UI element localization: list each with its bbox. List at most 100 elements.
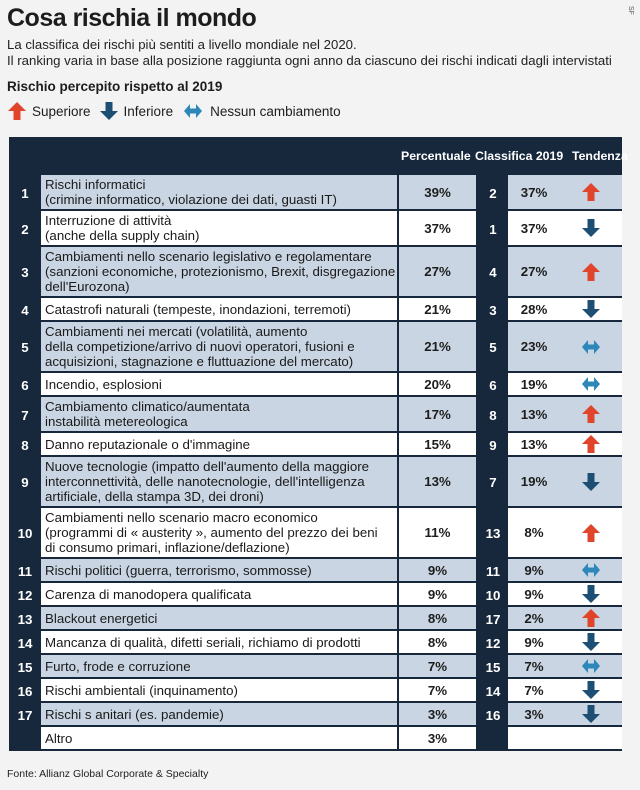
risk-label: Blackout energetici [45, 610, 158, 626]
percent-2019-cell: 37% [508, 211, 560, 247]
arrow-down-icon [582, 300, 600, 318]
rank-cell: 3 [9, 247, 41, 298]
arrow-down-icon [582, 633, 600, 651]
legend: Superiore Inferiore Nessun cambiamento [7, 101, 349, 121]
percent-cell: 9% [399, 583, 476, 607]
risk-label: Carenza di manodopera qualificata [45, 586, 252, 602]
table-row: 7 Cambiamento climatico/aumentata instabi… [9, 397, 622, 433]
arrow-down-icon [582, 681, 600, 699]
trend-cell [560, 397, 622, 433]
percent-2019-cell: 7% [508, 655, 560, 679]
rank-2019-cell: 1 [478, 211, 508, 247]
rank-cell: 9 [9, 457, 41, 508]
rank-cell: 10 [9, 508, 41, 559]
source-note: Fonte: Allianz Global Corporate & Specia… [7, 768, 209, 780]
rank-2019-cell: 16 [478, 703, 508, 727]
table-row: Altro 3% [9, 727, 622, 751]
risk-label: Cambiamento climatico/aumentata instabil… [45, 399, 250, 429]
percent-2019-cell: 9% [508, 583, 560, 607]
rank-2019-cell: 13 [478, 508, 508, 559]
percent-cell: 3% [399, 727, 476, 751]
percent-2019-cell: 13% [508, 397, 560, 433]
rank-2019-cell: 10 [478, 583, 508, 607]
risk-label: Interruzione di attività (anche della su… [45, 213, 200, 243]
trend-cell [560, 679, 622, 703]
percent-cell: 9% [399, 559, 476, 583]
rank-cell: 12 [9, 583, 41, 607]
risk-label: Furto, frode e corruzione [45, 658, 191, 674]
table-row: 16 Rischi ambientali (inquinamento) 7% 14 7% [9, 679, 622, 703]
arrow-both-icon [582, 659, 600, 673]
arrow-up-icon [582, 262, 600, 281]
rank-2019-cell: 15 [478, 655, 508, 679]
arrow-both-icon [184, 104, 203, 118]
legend-item: Superiore [7, 101, 91, 121]
percent-2019-cell [508, 727, 560, 751]
risk-label-cell: Catastrofi naturali (tempeste, inondazio… [41, 298, 397, 322]
risk-label: Rischi ambientali (inquinamento) [45, 682, 238, 698]
legend-item: Inferiore [99, 101, 173, 121]
arrow-up-icon [582, 435, 600, 453]
subtitle-line: La classifica dei rischi più sentiti a l… [7, 37, 357, 52]
legend-item: Nessun cambiamento [181, 101, 341, 121]
trend-cell [560, 655, 622, 679]
table-row: 10 Cambiamenti nello scenario macro econo… [9, 508, 622, 559]
trend-cell [560, 508, 622, 559]
percent-2019-cell: 19% [508, 457, 560, 508]
table-row: 4 Catastrofi naturali (tempeste, inondazi… [9, 298, 622, 322]
table-row: 8 Danno reputazionale o d'immagine 15% 9 13% [9, 433, 622, 457]
percent-cell: 37% [399, 211, 476, 247]
risk-label-cell: Danno reputazionale o d'immagine [41, 433, 397, 457]
risk-label-cell: Cambiamento climatico/aumentata instabil… [41, 397, 397, 433]
risk-table: Percentuale Classifica 2019 Tendenza 1 Ri… [9, 137, 628, 751]
risk-label-cell: Interruzione di attività (anche della su… [41, 211, 397, 247]
rank-2019-cell: 7 [478, 457, 508, 508]
percent-cell: 21% [399, 322, 476, 373]
trend-cell [560, 433, 622, 457]
trend-cell [560, 631, 622, 655]
risk-label: Rischi politici (guerra, terrorismo, som… [45, 562, 312, 578]
rank-2019-cell: 17 [478, 607, 508, 631]
arrow-both-icon [582, 339, 600, 354]
arrow-down-icon [582, 472, 600, 491]
rank-cell: 6 [9, 373, 41, 397]
rank-cell: 14 [9, 631, 41, 655]
trend-cell [560, 583, 622, 607]
table-row: 9 Nuove tecnologie (impatto dell'aumento … [9, 457, 622, 508]
rank-cell: 15 [9, 655, 41, 679]
table-row: 15 Furto, frode e corruzione 7% 15 7% [9, 655, 622, 679]
risk-label-cell: Furto, frode e corruzione [41, 655, 397, 679]
rank-cell: 11 [9, 559, 41, 583]
legend-title: Rischio percepito rispetto al 2019 [7, 79, 223, 94]
rank-cell: 4 [9, 298, 41, 322]
table-row: 17 Rischi s anitari (es. pandemie) 3% 16 3% [9, 703, 622, 727]
rank-2019-cell: 14 [478, 679, 508, 703]
rank-2019-cell: 11 [478, 559, 508, 583]
risk-label: Altro [45, 730, 73, 746]
risk-label: Danno reputazionale o d'immagine [45, 436, 251, 452]
table-row: 1 Rischi informatici (crimine informatico… [9, 175, 622, 211]
rank-cell: 17 [9, 703, 41, 727]
trend-cell [560, 175, 622, 211]
risk-label-cell: Altro [41, 727, 397, 751]
table-header: Percentuale Classifica 2019 Tendenza [9, 137, 628, 175]
risk-label: Rischi s anitari (es. pandemie) [45, 706, 224, 722]
percent-2019-cell: 27% [508, 247, 560, 298]
legend-label: Nessun cambiamento [210, 103, 341, 119]
arrow-both-icon [582, 563, 600, 577]
rank-2019-cell: 12 [478, 631, 508, 655]
risk-label-cell: Rischi s anitari (es. pandemie) [41, 703, 397, 727]
trend-cell [560, 703, 622, 727]
rank-2019-cell: 9 [478, 433, 508, 457]
table-row: 6 Incendio, esplosioni 20% 6 19% [9, 373, 622, 397]
risk-label: Cambiamenti nello scenario macro economi… [45, 510, 378, 555]
percent-cell: 39% [399, 175, 476, 211]
table-row: 2 Interruzione di attività (anche della s… [9, 211, 622, 247]
credit-label: SF [627, 6, 634, 15]
column-header-classifica-2019: Classifica 2019 [475, 149, 564, 163]
percent-cell: 15% [399, 433, 476, 457]
rank-cell: 7 [9, 397, 41, 433]
trend-cell [560, 457, 622, 508]
percent-2019-cell: 3% [508, 703, 560, 727]
rank-cell: 1 [9, 175, 41, 211]
